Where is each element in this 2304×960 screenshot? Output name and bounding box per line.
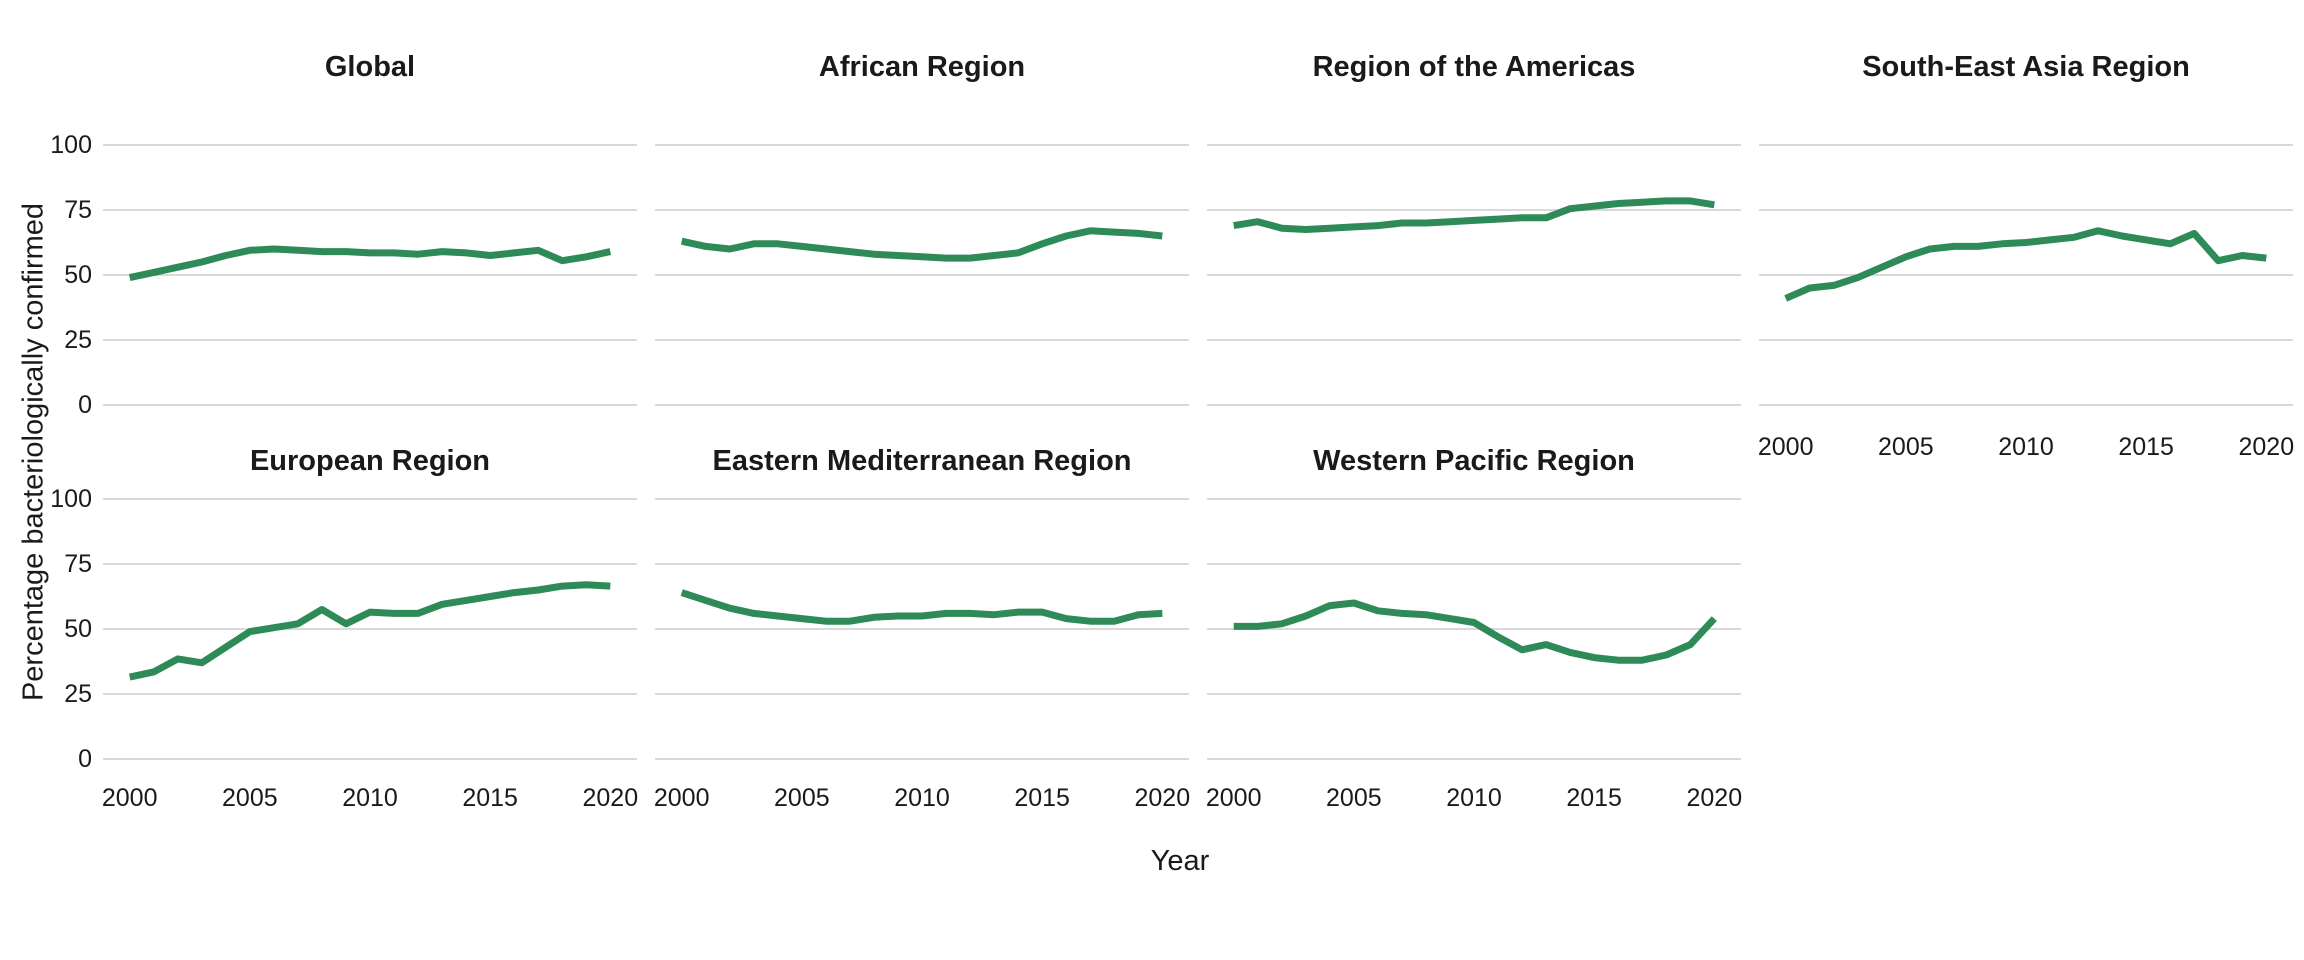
trend-line	[1233, 197, 1715, 233]
x-tick-label: 2005	[774, 784, 830, 812]
x-tick-label: 2020	[1134, 784, 1191, 812]
panel-plot	[1207, 144, 1741, 406]
x-tick-label: 2010	[342, 784, 398, 812]
y-tick-label: 0	[78, 391, 92, 419]
y-tick-label: 75	[64, 550, 92, 578]
y-tick-label: 25	[64, 326, 92, 354]
panel-title: African Region	[818, 51, 1026, 83]
trend-line	[680, 227, 1163, 262]
y-tick-label: 75	[64, 196, 92, 224]
x-tick-label: 2000	[101, 784, 158, 812]
x-tick-label: 2020	[2238, 433, 2295, 461]
trend-line	[1784, 227, 2267, 302]
x-tick-label: 2005	[1326, 784, 1382, 812]
panel-plot	[1207, 498, 1741, 760]
y-tick-label: 25	[64, 680, 92, 708]
panel-title: Region of the Americas	[1312, 51, 1636, 83]
y-tick-label: 100	[50, 485, 92, 513]
panel-title: Eastern Mediterranean Region	[712, 445, 1132, 477]
x-tick-label: 2010	[894, 784, 950, 812]
panel-title: Global	[324, 51, 416, 83]
x-tick-label: 2000	[653, 784, 710, 812]
trend-line	[128, 245, 612, 282]
trend-line	[1233, 599, 1717, 664]
panel-plot	[655, 498, 1189, 760]
x-tick-label: 2000	[1205, 784, 1262, 812]
trend-line	[128, 581, 611, 681]
x-tick-label: 2005	[1878, 433, 1934, 461]
y-tick-label: 100	[50, 131, 92, 159]
x-tick-label: 2015	[1014, 784, 1070, 812]
panel-plot	[655, 144, 1189, 406]
panel-title: European Region	[249, 445, 491, 477]
panel-title: Western Pacific Region	[1313, 445, 1635, 477]
panel-plot	[103, 498, 637, 760]
y-tick-label: 50	[64, 615, 92, 643]
x-tick-label: 2020	[1686, 784, 1743, 812]
x-tick-label: 2015	[462, 784, 518, 812]
x-tick-label: 2015	[1566, 784, 1622, 812]
x-axis-title: Year	[1150, 845, 1210, 877]
x-tick-label: 2015	[2118, 433, 2174, 461]
x-tick-label: 2010	[1446, 784, 1502, 812]
x-tick-label: 2020	[582, 784, 639, 812]
y-tick-label: 0	[78, 745, 92, 773]
x-tick-label: 2000	[1757, 433, 1814, 461]
y-tick-label: 50	[64, 261, 92, 289]
panel-title: South-East Asia Region	[1862, 51, 2190, 83]
panel-plot	[103, 144, 637, 406]
panel-plot	[1759, 144, 2293, 406]
x-tick-label: 2005	[222, 784, 278, 812]
x-tick-label: 2010	[1998, 433, 2054, 461]
trend-line	[680, 589, 1163, 625]
